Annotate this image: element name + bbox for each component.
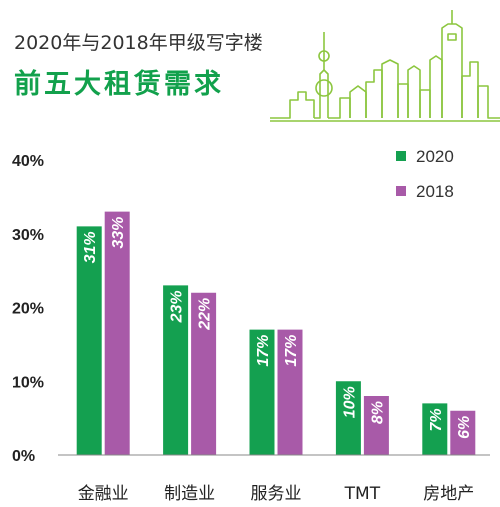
bar-2018 [363,396,389,455]
bar-2018 [104,211,130,455]
y-tick-label: 40% [12,153,44,170]
bar-2020 [76,226,102,455]
chart-title: 前五大租赁需求 [14,69,224,100]
bar-value-label: 6% [456,416,473,439]
y-tick-label: 20% [12,301,44,318]
bar-value-label: 23% [169,290,186,323]
bar-value-label: 17% [283,335,300,367]
y-tick-label: 30% [12,227,44,244]
legend-label: 2020 [416,147,454,166]
bar-chart: 0% 10% 20% 30% 40% 31% 33% 23% 22% 17% 17% 10% 8% 7%… [12,147,490,504]
x-tick-label: TMT [344,484,381,504]
x-tick-label: 房地产 [423,484,474,504]
legend-swatch-2020 [396,151,406,161]
bar-2020 [249,329,275,455]
bar-value-label: 8% [369,401,386,424]
bar-value-label: 22% [197,298,214,331]
x-tick-label: 制造业 [164,484,215,504]
bar-2020 [335,381,361,455]
y-axis: 0% 10% 20% 30% 40% [12,153,44,465]
city-skyline-icon [270,10,500,122]
legend: 2020 2018 [396,147,454,201]
bars: 31% 33% 23% 22% 17% 17% 10% 8% 7% 6% [76,211,476,455]
bar-2018 [277,329,303,455]
legend-label: 2018 [416,182,454,201]
x-tick-label: 服务业 [251,484,302,504]
bar-value-label: 10% [341,386,358,418]
bar-2020 [163,285,189,455]
y-tick-label: 10% [12,374,44,391]
bar-value-label: 7% [428,408,445,431]
bar-value-label: 31% [82,231,99,263]
bar-2020 [422,403,448,455]
legend-swatch-2018 [396,186,406,196]
x-tick-label: 金融业 [78,484,129,504]
bar-value-label: 33% [110,217,127,249]
bar-value-label: 17% [255,335,272,367]
bar-2018 [191,292,217,455]
x-axis: 金融业 制造业 服务业 TMT 房地产 [58,454,490,504]
bar-2018 [450,410,476,455]
chart-subtitle: 2020年与2018年甲级写字楼 [14,32,263,54]
y-tick-label: 0% [12,448,35,465]
